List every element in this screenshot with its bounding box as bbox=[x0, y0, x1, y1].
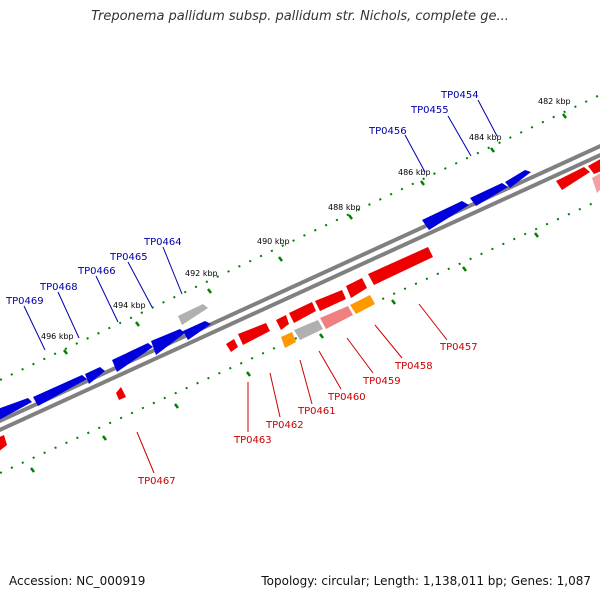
gene-arrow[interactable] bbox=[85, 367, 105, 384]
gene-label[interactable]: TP0455 bbox=[410, 105, 449, 116]
gene-label[interactable]: TP0463 bbox=[233, 435, 272, 446]
gene-arrow[interactable] bbox=[0, 398, 32, 420]
gene-label[interactable]: TP0457 bbox=[439, 342, 478, 353]
kbp-label: 492 kbp bbox=[185, 269, 218, 278]
gene-arrow[interactable] bbox=[588, 157, 600, 174]
lower-ruler bbox=[0, 199, 600, 474]
gene-arrow[interactable] bbox=[112, 343, 153, 372]
gene-arrow[interactable] bbox=[556, 167, 590, 190]
gene-label[interactable]: TP0459 bbox=[362, 376, 401, 387]
gene-label[interactable]: TP0464 bbox=[143, 237, 182, 248]
gene-arrow[interactable] bbox=[320, 306, 353, 329]
gene-label[interactable]: TP0456 bbox=[368, 126, 407, 137]
forward-gene-track bbox=[0, 170, 531, 420]
backbone-line-top bbox=[0, 143, 600, 424]
gene-arrow[interactable] bbox=[33, 375, 87, 406]
gene-label[interactable]: TP0466 bbox=[77, 266, 116, 277]
genome-summary-text: Topology: circular; Length: 1,138,011 bp… bbox=[261, 574, 591, 588]
gene-arrow[interactable] bbox=[505, 170, 531, 188]
reverse-label-leaders bbox=[136, 303, 448, 474]
gene-arrow[interactable] bbox=[0, 435, 7, 452]
forward-label-leaders bbox=[23, 99, 498, 351]
accession-text: Accession: NC_000919 bbox=[9, 574, 146, 588]
kbp-label: 482 kbp bbox=[538, 97, 571, 106]
upper-ruler-major-ticks bbox=[63, 113, 567, 355]
gene-label[interactable]: TP0462 bbox=[265, 420, 304, 431]
gene-arrow[interactable] bbox=[116, 387, 126, 400]
gene-arrow[interactable] bbox=[346, 278, 367, 298]
gene-arrow[interactable] bbox=[151, 329, 185, 355]
kbp-label: 490 kbp bbox=[257, 237, 290, 246]
gene-arrow[interactable] bbox=[238, 323, 270, 345]
gene-arrow[interactable] bbox=[281, 332, 296, 348]
kbp-label: 496 kbp bbox=[41, 332, 74, 341]
gene-arrow[interactable] bbox=[289, 302, 316, 323]
gene-label[interactable]: TP0469 bbox=[5, 296, 44, 307]
gene-arrow[interactable] bbox=[178, 304, 208, 325]
reverse-gene-track bbox=[0, 157, 600, 452]
backbone-line-bottom bbox=[0, 152, 600, 433]
gene-arrow[interactable] bbox=[226, 339, 238, 352]
gene-label[interactable]: TP0458 bbox=[394, 361, 433, 372]
upper-ruler bbox=[0, 94, 600, 381]
kbp-label: 494 kbp bbox=[113, 301, 146, 310]
gene-label[interactable]: TP0460 bbox=[327, 392, 366, 403]
gene-arrow[interactable] bbox=[294, 320, 323, 340]
gene-arrow[interactable] bbox=[276, 315, 289, 330]
gene-label[interactable]: TP0468 bbox=[39, 282, 78, 293]
kbp-label: 486 kbp bbox=[398, 168, 431, 177]
map-title: Treponema pallidum subsp. pallidum str. … bbox=[91, 9, 509, 24]
gene-arrow[interactable] bbox=[315, 290, 346, 311]
gene-label[interactable]: TP0461 bbox=[297, 406, 336, 417]
gene-arrow[interactable] bbox=[350, 295, 375, 314]
kbp-label: 488 kbp bbox=[328, 203, 361, 212]
gene-label[interactable]: TP0465 bbox=[109, 252, 148, 263]
gene-arrow[interactable] bbox=[592, 171, 600, 193]
lower-ruler-major-ticks bbox=[30, 232, 539, 473]
gene-label[interactable]: TP0454 bbox=[440, 90, 479, 101]
kbp-label: 484 kbp bbox=[469, 133, 502, 142]
gene-label[interactable]: TP0467 bbox=[137, 476, 176, 487]
gene-arrow[interactable] bbox=[470, 183, 508, 206]
gene-arrow[interactable] bbox=[368, 247, 433, 285]
gene-arrow[interactable] bbox=[422, 201, 469, 230]
gene-arrow[interactable] bbox=[183, 321, 211, 340]
